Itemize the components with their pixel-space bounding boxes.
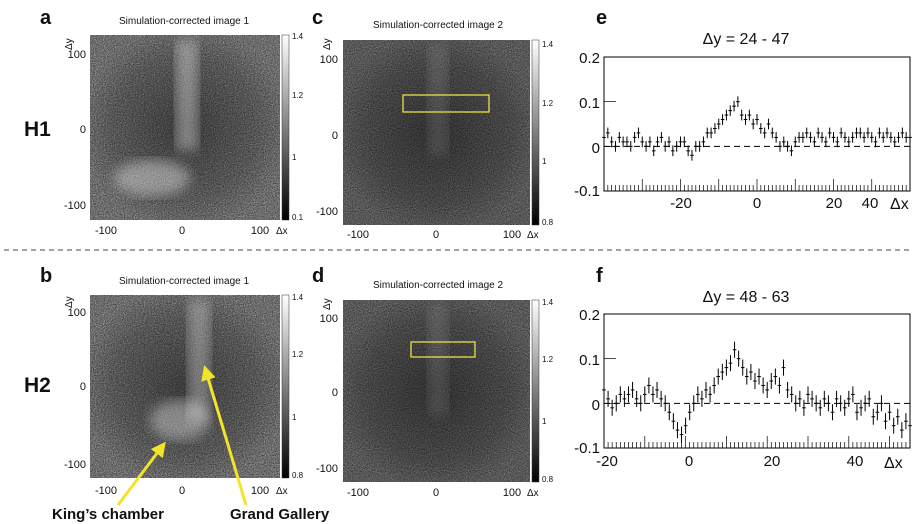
y-tick: 100 (68, 49, 86, 61)
panel-letter-f: f (596, 265, 603, 287)
panel-letter-e: e (596, 7, 607, 29)
row-label-h2: H2 (24, 374, 51, 397)
x-axis-label-f: Δx (884, 455, 903, 472)
y-tick: 0 (80, 124, 86, 136)
x-tick: 40 (847, 453, 864, 470)
x-tick: 0 (433, 229, 439, 241)
muon-image-c (343, 40, 530, 225)
x-tick: 20 (764, 453, 781, 470)
x-tick: 100 (503, 229, 521, 241)
x-tick: -20 (670, 195, 692, 212)
colorbar-b: 1.4 1.2 1 0.8 (281, 293, 304, 480)
x-axis-label-d: Δx (527, 488, 539, 499)
colorbar-tick: 1 (542, 157, 547, 166)
colorbar-tick: 0.8 (542, 475, 554, 484)
y-tick: 0.1 (579, 95, 600, 112)
y-tick: -100 (64, 200, 86, 212)
colorbar-tick: 0.8 (292, 471, 304, 480)
colorbar-tick: 1.4 (542, 298, 554, 307)
muon-image-a (90, 35, 280, 220)
colorbar-tick: 1.4 (292, 293, 304, 302)
x-tick: 0 (433, 487, 439, 499)
x-axis-label-a: Δx (276, 226, 288, 237)
colorbar-tick: 1 (542, 417, 547, 426)
colorbar-c: 1.4 1.2 1 0.8 (531, 39, 554, 227)
x-tick: -100 (347, 487, 369, 499)
colorbar-a: 1.4 1.2 1 0.1 (281, 32, 304, 222)
x-tick: 40 (862, 195, 879, 212)
x-tick: -100 (347, 229, 369, 241)
colorbar-tick: 1.2 (542, 355, 554, 364)
region-highlight-box (402, 94, 490, 113)
profile-title-e: Δy = 24 - 47 (703, 31, 790, 48)
grand-gallery-arrow (201, 365, 248, 506)
panel-letter-a: a (40, 7, 52, 29)
panel-title-c: Simulation-corrected image 2 (373, 20, 503, 31)
x-axis-label-b: Δx (276, 486, 288, 497)
x-tick: 100 (503, 487, 521, 499)
y-tick: 100 (68, 307, 86, 319)
y-tick: 0.1 (579, 352, 600, 369)
x-tick: 0 (179, 225, 185, 237)
y-axis-label-b: Δy (64, 296, 75, 308)
region-highlight-box (410, 341, 476, 358)
y-tick: -0.1 (574, 183, 600, 200)
y-tick: -0.1 (574, 440, 600, 457)
profile-plot-f (602, 313, 912, 449)
muon-image-d (343, 300, 530, 482)
x-axis-label-c: Δx (527, 230, 539, 241)
y-tick: 0 (332, 130, 338, 142)
x-tick: 0 (179, 485, 185, 497)
y-axis-label-a: Δy (64, 38, 75, 50)
y-tick: -100 (316, 463, 338, 475)
panel-letter-c: c (312, 7, 323, 29)
muon-image-b (90, 295, 280, 478)
x-axis-label-e: Δx (890, 196, 909, 213)
kings-chamber-label: King’s chamber (52, 506, 164, 523)
colorbar-tick: 1.2 (542, 99, 554, 108)
panel-letter-b: b (40, 265, 52, 287)
y-tick: 0.2 (579, 50, 600, 67)
colorbar-tick: 1 (292, 153, 297, 162)
panel-letter-d: d (312, 265, 324, 287)
colorbar-tick: 0.1 (292, 213, 304, 222)
panel-title-b: Simulation-corrected image 1 (119, 276, 249, 287)
profile-plot-e (602, 56, 912, 192)
y-tick: 0 (592, 397, 600, 414)
kings-chamber-arrow (116, 441, 166, 506)
y-tick: -100 (64, 459, 86, 471)
y-tick: 0.2 (579, 307, 600, 324)
colorbar-d: 1.4 1.2 1 0.8 (531, 298, 554, 484)
panel-title-a: Simulation-corrected image 1 (119, 16, 249, 27)
colorbar-tick: 1.2 (292, 91, 304, 100)
x-tick: 20 (826, 195, 843, 212)
x-tick: 0 (685, 453, 693, 470)
colorbar-tick: 1.4 (542, 40, 554, 49)
y-axis-label-d: Δy (322, 298, 333, 310)
colorbar-tick: 0.8 (542, 218, 554, 227)
y-tick: 0 (592, 140, 600, 157)
x-tick: -20 (596, 453, 618, 470)
colorbar-tick: 1.4 (292, 32, 304, 41)
y-tick: 0 (80, 381, 86, 393)
x-tick: -100 (95, 225, 117, 237)
y-axis-label-c: Δy (322, 38, 333, 50)
y-tick: 100 (320, 313, 338, 325)
grand-gallery-label: Grand Gallery (230, 506, 330, 523)
profile-title-f: Δy = 48 - 63 (703, 289, 790, 306)
x-tick: 0 (753, 195, 761, 212)
y-tick: 100 (320, 54, 338, 66)
colorbar-tick: 1 (292, 413, 297, 422)
y-tick: -100 (316, 206, 338, 218)
x-tick: -100 (95, 485, 117, 497)
x-tick: 100 (251, 225, 269, 237)
colorbar-tick: 1.2 (292, 350, 304, 359)
row-label-h1: H1 (24, 118, 51, 141)
y-tick: 0 (332, 387, 338, 399)
panel-title-d: Simulation-corrected image 2 (373, 280, 503, 291)
x-tick: 100 (251, 485, 269, 497)
